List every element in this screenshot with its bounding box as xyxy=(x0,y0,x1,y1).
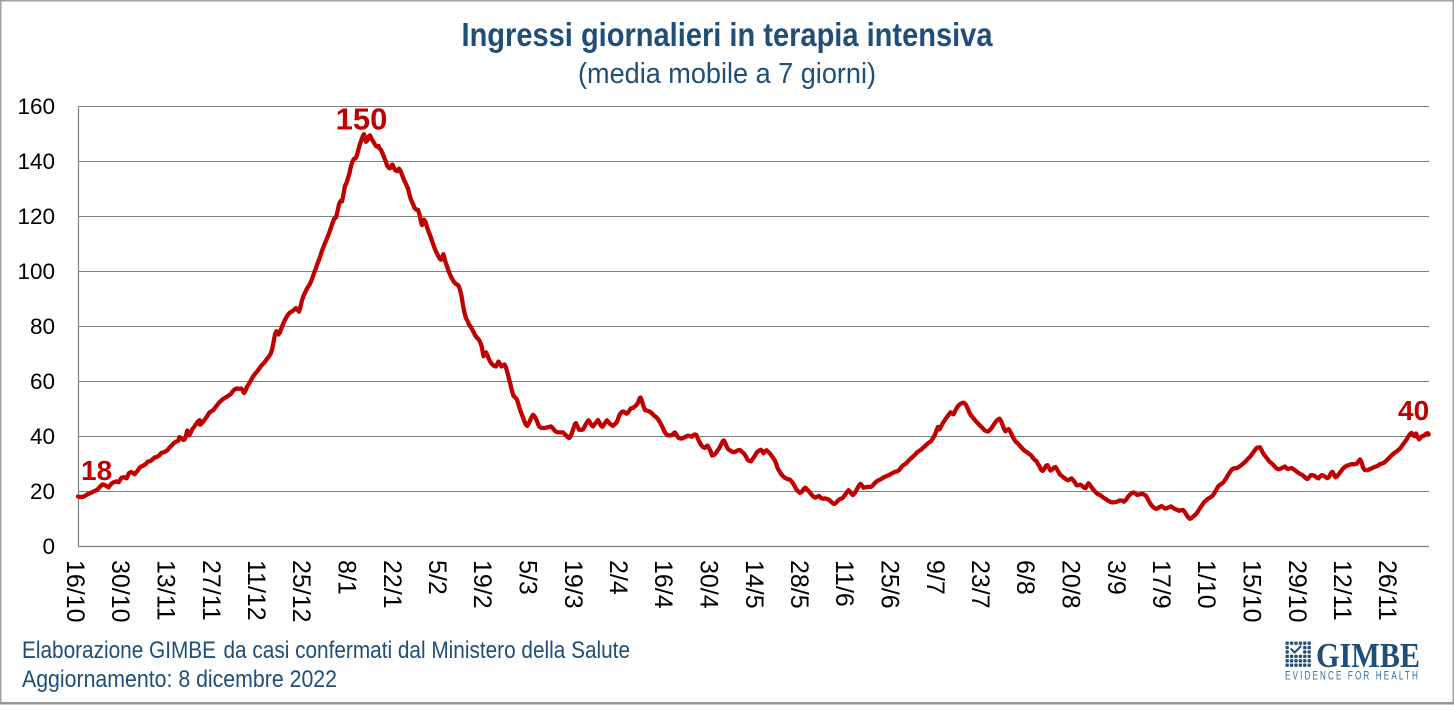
svg-text:29/10: 29/10 xyxy=(1283,560,1311,623)
svg-text:25/12: 25/12 xyxy=(287,560,315,623)
svg-text:60: 60 xyxy=(30,369,55,394)
svg-text:140: 140 xyxy=(17,149,55,174)
svg-text:120: 120 xyxy=(17,204,55,229)
svg-text:18: 18 xyxy=(81,455,112,486)
svg-text:20/8: 20/8 xyxy=(1057,560,1085,609)
svg-text:1/10: 1/10 xyxy=(1192,560,1220,609)
svg-text:40: 40 xyxy=(1398,395,1429,426)
svg-text:30/4: 30/4 xyxy=(695,560,723,609)
svg-text:26/11: 26/11 xyxy=(1373,560,1401,621)
svg-text:11/12: 11/12 xyxy=(242,560,270,621)
svg-text:17/9: 17/9 xyxy=(1147,560,1175,609)
svg-text:2/4: 2/4 xyxy=(604,560,632,595)
svg-text:6/8: 6/8 xyxy=(1011,560,1039,595)
svg-text:8/1: 8/1 xyxy=(333,560,361,595)
svg-text:0: 0 xyxy=(42,534,55,559)
svg-text:100: 100 xyxy=(17,259,55,284)
svg-text:80: 80 xyxy=(30,314,55,339)
svg-text:30/10: 30/10 xyxy=(106,560,134,623)
svg-text:25/6: 25/6 xyxy=(876,560,904,609)
svg-text:28/5: 28/5 xyxy=(785,560,813,609)
svg-text:GIMBE: GIMBE xyxy=(1316,636,1420,675)
svg-text:(media mobile a 7 giorni): (media mobile a 7 giorni) xyxy=(578,58,876,90)
svg-text:15/10: 15/10 xyxy=(1238,560,1266,623)
svg-text:EVIDENCE FOR HEALTH: EVIDENCE FOR HEALTH xyxy=(1285,671,1420,683)
svg-text:9/7: 9/7 xyxy=(921,560,949,595)
svg-text:16/4: 16/4 xyxy=(649,560,677,609)
svg-text:16/10: 16/10 xyxy=(61,560,89,623)
svg-text:Aggiornamento: 8 dicembre 2022: Aggiornamento: 8 dicembre 2022 xyxy=(22,666,337,693)
svg-text:19/2: 19/2 xyxy=(468,560,496,609)
svg-text:5/3: 5/3 xyxy=(514,560,542,595)
svg-text:19/3: 19/3 xyxy=(559,560,587,609)
svg-text:11/6: 11/6 xyxy=(830,560,858,607)
svg-text:14/5: 14/5 xyxy=(740,560,768,609)
svg-text:150: 150 xyxy=(336,102,388,137)
svg-text:40: 40 xyxy=(30,424,55,449)
svg-text:13/11: 13/11 xyxy=(152,560,180,621)
svg-text:22/1: 22/1 xyxy=(378,560,406,609)
svg-text:Ingressi giornalieri in terapi: Ingressi giornalieri in terapia intensiv… xyxy=(462,16,994,53)
svg-text:23/7: 23/7 xyxy=(966,560,994,609)
svg-text:160: 160 xyxy=(17,94,55,119)
svg-text:3/9: 3/9 xyxy=(1102,560,1130,595)
svg-text:Elaborazione GIMBE da casi co: Elaborazione GIMBE da casi confermati da… xyxy=(22,637,630,664)
svg-text:5/2: 5/2 xyxy=(423,560,451,595)
svg-text:20: 20 xyxy=(30,479,55,504)
svg-text:12/11: 12/11 xyxy=(1328,560,1356,621)
svg-text:27/11: 27/11 xyxy=(197,560,225,621)
